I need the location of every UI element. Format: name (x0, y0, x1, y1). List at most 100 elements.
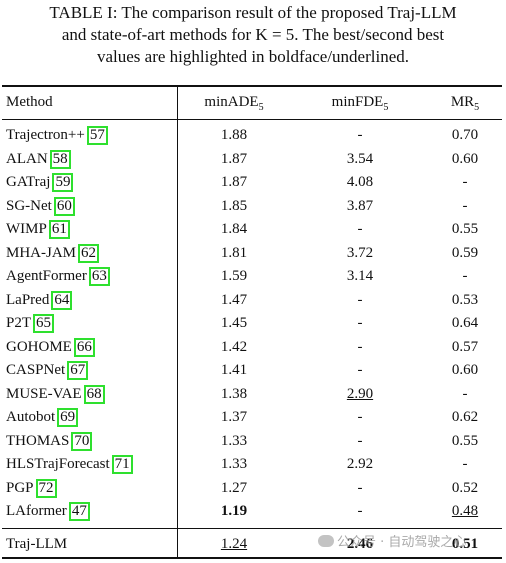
citation-link[interactable]: 61 (48, 220, 70, 239)
row-minade: 1.33 (220, 456, 248, 472)
row-method: LaPred 64 (6, 291, 73, 310)
row-method: AgentFormer 63 (6, 267, 110, 286)
caption-line-1: TABLE I: The comparison result of the pr… (49, 3, 457, 22)
caption-line-3: values are highlighted in boldface/under… (96, 47, 410, 66)
citation-link[interactable]: 66 (73, 338, 95, 357)
row-minade: 1.47 (220, 292, 248, 308)
row-method: SG-Net 60 (6, 197, 75, 216)
row-mr: 0.70 (451, 127, 479, 143)
citation-link[interactable]: 65 (33, 314, 55, 333)
row-minfde: - (357, 409, 363, 425)
row-mr: 0.52 (451, 480, 479, 496)
method-column-divider (177, 87, 178, 557)
row-method: ALAN 58 (6, 150, 71, 169)
row-mr: 0.53 (451, 292, 479, 308)
row-minfde: 2.46 (346, 536, 374, 552)
row-minade: 1.59 (220, 268, 248, 284)
row-minade: 1.87 (220, 151, 248, 167)
row-method: GATraj 59 (6, 173, 74, 192)
row-minfde: 3.14 (346, 268, 374, 284)
citation-link[interactable]: 63 (88, 267, 110, 286)
header-method: Method (6, 94, 53, 110)
citation-link[interactable]: 71 (111, 455, 133, 474)
bottom-rule (2, 557, 502, 559)
row-minfde: - (357, 292, 363, 308)
row-mr: 0.64 (451, 315, 479, 331)
row-minfde: 2.90 (346, 386, 374, 402)
citation-link[interactable]: 70 (71, 432, 93, 451)
row-minade: 1.88 (220, 127, 248, 143)
row-mr: 0.59 (451, 245, 479, 261)
row-minfde: - (357, 339, 363, 355)
row-mr: 0.48 (451, 503, 479, 519)
row-minade: 1.87 (220, 174, 248, 190)
row-method: LAformer 47 (6, 502, 90, 521)
row-method: Traj-LLM (6, 536, 68, 552)
citation-link[interactable]: 64 (51, 291, 73, 310)
row-minade: 1.42 (220, 339, 248, 355)
row-method: MUSE-VAE 68 (6, 385, 105, 404)
row-method: WIMP 61 (6, 220, 70, 239)
top-rule (2, 85, 502, 87)
row-mr: - (462, 456, 468, 472)
citation-link[interactable]: 57 (86, 126, 108, 145)
row-mr: 0.57 (451, 339, 479, 355)
row-mr: - (462, 268, 468, 284)
row-method: GOHOME 66 (6, 338, 95, 357)
header-minade: minADE5 (204, 94, 264, 113)
row-method: MHA-JAM 62 (6, 244, 100, 263)
row-method: CASPNet 67 (6, 361, 89, 380)
row-minade: 1.45 (220, 315, 248, 331)
row-mr: 0.55 (451, 221, 479, 237)
row-minfde: - (357, 221, 363, 237)
row-minfde: - (357, 362, 363, 378)
row-mr: - (462, 174, 468, 190)
row-minfde: 4.08 (346, 174, 374, 190)
row-method: HLSTrajForecast 71 (6, 455, 133, 474)
row-minade: 1.19 (220, 503, 248, 519)
citation-link[interactable]: 59 (52, 173, 74, 192)
row-minfde: - (357, 315, 363, 331)
header-minfde: minFDE5 (331, 94, 389, 113)
citation-link[interactable]: 72 (35, 479, 57, 498)
row-method: PGP 72 (6, 479, 57, 498)
row-minade: 1.33 (220, 433, 248, 449)
row-mr: 0.51 (451, 536, 479, 552)
row-mr: 0.60 (451, 362, 479, 378)
separator-rule (2, 528, 502, 529)
row-method: Trajectron++ 57 (6, 126, 108, 145)
header-rule (2, 119, 502, 120)
citation-link[interactable]: 67 (67, 361, 89, 380)
watermark: 公众号 · 自动驾驶之心 (318, 531, 466, 550)
row-minfde: 3.87 (346, 198, 374, 214)
row-minade: 1.84 (220, 221, 248, 237)
row-minade: 1.27 (220, 480, 248, 496)
row-minfde: - (357, 127, 363, 143)
row-mr: - (462, 198, 468, 214)
citation-link[interactable]: 47 (68, 502, 90, 521)
table-caption: TABLE I: The comparison result of the pr… (0, 2, 506, 68)
row-minfde: - (357, 433, 363, 449)
header-mr: MR5 (450, 94, 480, 113)
row-minfde: 2.92 (346, 456, 374, 472)
caption-line-2: and state-of-art methods for K = 5. The … (61, 25, 445, 44)
citation-link[interactable]: 58 (49, 150, 71, 169)
row-mr: 0.62 (451, 409, 479, 425)
row-method: THOMAS 70 (6, 432, 93, 451)
citation-link[interactable]: 68 (83, 385, 105, 404)
row-minfde: 3.54 (346, 151, 374, 167)
citation-link[interactable]: 62 (78, 244, 100, 263)
row-minade: 1.24 (220, 536, 248, 552)
row-method: Autobot 69 (6, 408, 79, 427)
citation-link[interactable]: 60 (53, 197, 75, 216)
row-mr: - (462, 386, 468, 402)
row-minfde: - (357, 480, 363, 496)
citation-link[interactable]: 69 (57, 408, 79, 427)
row-minade: 1.41 (220, 362, 248, 378)
row-minade: 1.85 (220, 198, 248, 214)
row-minade: 1.38 (220, 386, 248, 402)
row-minade: 1.81 (220, 245, 248, 261)
row-mr: 0.60 (451, 151, 479, 167)
row-minade: 1.37 (220, 409, 248, 425)
wechat-icon (318, 535, 334, 547)
